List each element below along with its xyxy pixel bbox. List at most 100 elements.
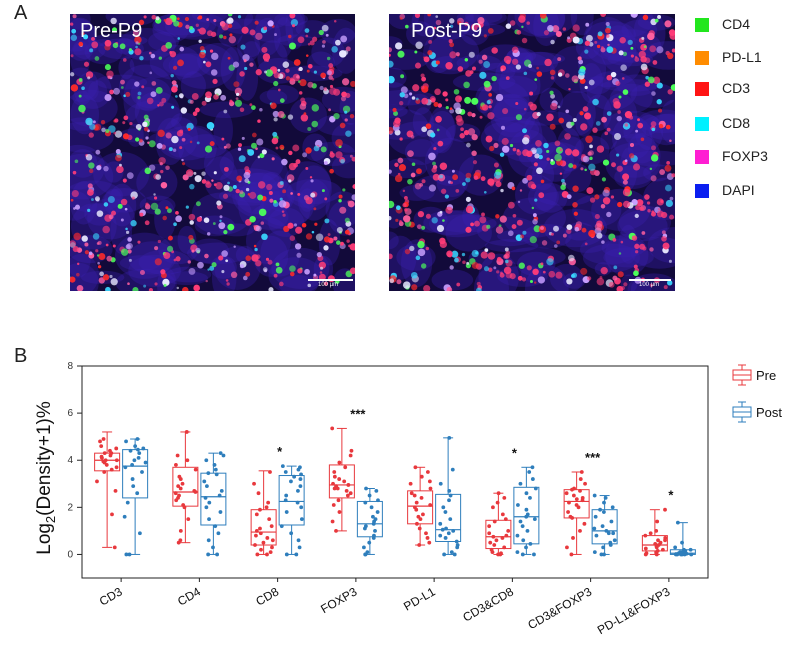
channel-label-foxp3: FOXP3	[722, 148, 768, 164]
tissue-blob	[274, 14, 308, 27]
cell-dot	[419, 183, 424, 187]
cell-dot	[568, 254, 575, 262]
cell-dot	[104, 39, 112, 47]
cell-dot	[521, 37, 528, 44]
cell-dot	[612, 97, 620, 105]
tissue-blob	[70, 262, 99, 291]
cell-dot	[554, 140, 561, 147]
cell-dot	[116, 165, 124, 174]
cell-dot	[606, 111, 612, 116]
cell-dot	[111, 27, 118, 33]
tissue-blob	[563, 272, 586, 289]
tissue-blob	[203, 147, 235, 181]
cell-dot	[163, 252, 171, 260]
cell-dot	[451, 169, 455, 173]
data-point	[330, 519, 335, 524]
cell-dot	[125, 230, 130, 235]
cell-dot	[139, 269, 145, 276]
tissue-blob	[484, 239, 539, 253]
cell-dot	[213, 171, 217, 175]
data-point	[447, 498, 451, 503]
cell-dot	[176, 286, 180, 290]
cell-dot	[666, 280, 673, 286]
cell-dot	[249, 29, 256, 36]
cell-dot	[154, 282, 158, 286]
cell-dot	[512, 147, 517, 152]
cell-dot	[592, 127, 598, 133]
cell-dot	[328, 63, 334, 69]
micrograph-cells	[389, 14, 675, 291]
cell-dot	[515, 114, 523, 121]
cell-dot	[147, 141, 150, 144]
cell-dot	[227, 223, 235, 231]
cell-dot	[607, 43, 610, 47]
data-point	[419, 496, 424, 500]
data-point	[502, 545, 507, 550]
cell-dot	[288, 150, 293, 156]
cell-dot	[449, 107, 453, 111]
cell-dot	[439, 162, 448, 170]
tissue-blob	[166, 266, 212, 283]
data-point	[207, 500, 212, 505]
cell-dot	[532, 268, 539, 276]
tissue-blob	[87, 33, 148, 48]
cell-dot	[663, 285, 668, 290]
tissue-blob	[491, 75, 538, 99]
cell-dot	[550, 158, 554, 162]
cell-dot	[293, 162, 298, 168]
tissue-blob	[504, 48, 532, 73]
cell-dot	[659, 169, 666, 175]
data-point	[99, 444, 104, 448]
cell-dot	[530, 183, 537, 190]
cell-dot	[257, 155, 261, 159]
cell-dot	[82, 34, 89, 40]
cell-dot	[333, 20, 337, 23]
cell-dot	[221, 22, 229, 31]
cell-dot	[181, 137, 186, 142]
cell-dot	[644, 194, 650, 200]
cell-dot	[410, 271, 418, 279]
cell-dot	[321, 189, 325, 193]
data-point	[297, 545, 302, 550]
cell-dot	[160, 269, 166, 275]
data-point	[362, 545, 366, 550]
cell-dot	[410, 172, 416, 178]
cell-dot	[321, 24, 329, 32]
cell-dot	[249, 191, 257, 199]
cell-dot	[225, 259, 229, 263]
box-pre	[485, 491, 512, 557]
cell-dot	[206, 18, 210, 21]
micrograph-pre-scalebar	[308, 279, 353, 281]
cell-dot	[476, 287, 482, 291]
cell-dot	[487, 28, 494, 34]
cell-dot	[651, 210, 655, 214]
channel-legend-item: CD8	[695, 115, 785, 131]
cell-dot	[157, 239, 162, 244]
box-post	[200, 451, 227, 557]
cell-dot	[230, 271, 238, 279]
data-point	[343, 465, 348, 470]
data-point	[532, 517, 537, 522]
cell-dot	[479, 71, 487, 79]
cell-dot	[189, 220, 194, 225]
plot-frame	[81, 365, 709, 579]
cell-dot	[167, 235, 173, 241]
box-iqr	[200, 472, 227, 526]
tissue-blob	[138, 249, 191, 275]
cell-dot	[647, 208, 651, 213]
cell-dot	[125, 227, 128, 231]
data-point	[612, 538, 617, 543]
data-point	[216, 531, 221, 536]
data-point	[267, 517, 272, 522]
cell-dot	[249, 103, 253, 107]
cell-dot	[227, 56, 231, 60]
cell-dot	[566, 278, 573, 285]
cell-dot	[92, 120, 96, 124]
cell-dot	[399, 92, 405, 98]
cell-dot	[333, 112, 340, 120]
tissue-blob	[253, 235, 289, 277]
data-point	[643, 533, 648, 538]
cell-dot	[233, 81, 240, 88]
cell-dot	[484, 248, 489, 253]
tissue-blob	[155, 117, 186, 166]
